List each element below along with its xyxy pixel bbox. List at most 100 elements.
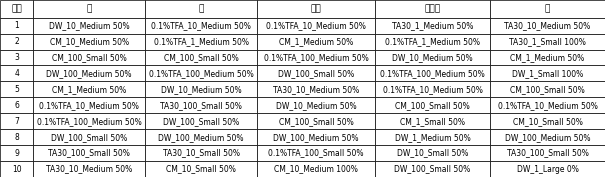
Bar: [0, 129, 33, 145]
Bar: [257, 65, 375, 81]
Bar: [33, 113, 145, 129]
Bar: [0, 113, 33, 129]
Bar: [145, 97, 257, 113]
Bar: [257, 129, 375, 145]
Text: 0.1%TFA_100_Medium 50%: 0.1%TFA_100_Medium 50%: [264, 53, 368, 62]
Text: DW_100_Medium 50%: DW_100_Medium 50%: [159, 133, 244, 142]
Bar: [490, 97, 605, 113]
Text: 0.1%TFA_10_Medium 50%: 0.1%TFA_10_Medium 50%: [382, 85, 483, 94]
Text: 0.1%TFA_100_Medium 50%: 0.1%TFA_100_Medium 50%: [149, 69, 253, 78]
Text: 옥수수: 옥수수: [425, 4, 440, 13]
Bar: [490, 0, 605, 18]
Text: TA30_10_Medium 50%: TA30_10_Medium 50%: [273, 85, 359, 94]
Text: CM_1_Medium 50%: CM_1_Medium 50%: [279, 37, 353, 46]
Bar: [145, 81, 257, 97]
Text: 0.1%TFA_100_Medium 50%: 0.1%TFA_100_Medium 50%: [380, 69, 485, 78]
Bar: [490, 113, 605, 129]
Text: DW_1_Small 100%: DW_1_Small 100%: [512, 69, 583, 78]
Text: CM_1_Medium 50%: CM_1_Medium 50%: [511, 53, 584, 62]
Text: 2: 2: [15, 37, 19, 46]
Bar: [375, 161, 490, 177]
Text: CM_100_Small 50%: CM_100_Small 50%: [510, 85, 585, 94]
Bar: [145, 65, 257, 81]
Text: DW_100_Small 50%: DW_100_Small 50%: [51, 133, 128, 142]
Bar: [375, 50, 490, 65]
Bar: [33, 161, 145, 177]
Bar: [33, 50, 145, 65]
Text: 10: 10: [12, 165, 21, 173]
Text: DW_100_Medium 50%: DW_100_Medium 50%: [505, 133, 590, 142]
Bar: [375, 129, 490, 145]
Bar: [257, 113, 375, 129]
Bar: [33, 18, 145, 34]
Text: 벼: 벼: [198, 4, 204, 13]
Bar: [33, 145, 145, 161]
Text: CM_10_Medium 100%: CM_10_Medium 100%: [274, 165, 358, 173]
Bar: [33, 129, 145, 145]
Text: DW_10_Small 50%: DW_10_Small 50%: [397, 149, 468, 158]
Bar: [375, 0, 490, 18]
Text: 6: 6: [14, 101, 19, 110]
Text: TA30_1_Small 100%: TA30_1_Small 100%: [509, 37, 586, 46]
Bar: [145, 18, 257, 34]
Bar: [375, 97, 490, 113]
Text: 0.1%TFA_100_Small 50%: 0.1%TFA_100_Small 50%: [269, 149, 364, 158]
Text: DW_100_Medium 50%: DW_100_Medium 50%: [47, 69, 132, 78]
Text: 0.1%TFA_10_Medium 50%: 0.1%TFA_10_Medium 50%: [39, 101, 139, 110]
Text: TA30_10_Medium 50%: TA30_10_Medium 50%: [505, 21, 590, 30]
Text: 0.1%TFA_10_Medium 50%: 0.1%TFA_10_Medium 50%: [151, 21, 251, 30]
Bar: [257, 50, 375, 65]
Bar: [0, 34, 33, 50]
Bar: [375, 113, 490, 129]
Text: 0.1%TFA_10_Medium 50%: 0.1%TFA_10_Medium 50%: [266, 21, 366, 30]
Bar: [490, 81, 605, 97]
Bar: [0, 50, 33, 65]
Text: DW_10_Medium 50%: DW_10_Medium 50%: [392, 53, 473, 62]
Text: DW_10_Medium 50%: DW_10_Medium 50%: [276, 101, 356, 110]
Bar: [33, 34, 145, 50]
Bar: [33, 81, 145, 97]
Bar: [490, 50, 605, 65]
Bar: [257, 34, 375, 50]
Bar: [490, 34, 605, 50]
Bar: [490, 161, 605, 177]
Bar: [0, 81, 33, 97]
Text: 4: 4: [14, 69, 19, 78]
Bar: [375, 65, 490, 81]
Bar: [33, 97, 145, 113]
Text: 1: 1: [15, 21, 19, 30]
Text: 보리: 보리: [311, 4, 321, 13]
Bar: [375, 145, 490, 161]
Bar: [145, 129, 257, 145]
Bar: [257, 97, 375, 113]
Bar: [145, 50, 257, 65]
Text: DW_100_Small 50%: DW_100_Small 50%: [394, 165, 471, 173]
Text: DW_1_Medium 50%: DW_1_Medium 50%: [394, 133, 471, 142]
Text: CM_10_Small 50%: CM_10_Small 50%: [166, 165, 236, 173]
Text: CM_100_Small 50%: CM_100_Small 50%: [52, 53, 126, 62]
Bar: [257, 81, 375, 97]
Text: CM_1_Small 50%: CM_1_Small 50%: [400, 117, 465, 126]
Bar: [145, 113, 257, 129]
Text: CM_100_Small 50%: CM_100_Small 50%: [164, 53, 238, 62]
Text: 8: 8: [15, 133, 19, 142]
Text: TA30_100_Small 50%: TA30_100_Small 50%: [160, 101, 242, 110]
Text: DW_100_Medium 50%: DW_100_Medium 50%: [273, 133, 359, 142]
Bar: [490, 129, 605, 145]
Bar: [490, 65, 605, 81]
Bar: [0, 18, 33, 34]
Text: 밀: 밀: [87, 4, 92, 13]
Bar: [257, 161, 375, 177]
Text: TA30_1_Medium 50%: TA30_1_Medium 50%: [392, 21, 473, 30]
Text: TA30_100_Small 50%: TA30_100_Small 50%: [48, 149, 130, 158]
Bar: [33, 0, 145, 18]
Bar: [0, 97, 33, 113]
Text: 0.1%TFA_1_Medium 50%: 0.1%TFA_1_Medium 50%: [154, 37, 249, 46]
Bar: [0, 0, 33, 18]
Text: 순위: 순위: [11, 4, 22, 13]
Text: CM_100_Small 50%: CM_100_Small 50%: [279, 117, 353, 126]
Text: DW_100_Small 50%: DW_100_Small 50%: [278, 69, 355, 78]
Text: TA30_10_Small 50%: TA30_10_Small 50%: [163, 149, 240, 158]
Text: TA30_100_Small 50%: TA30_100_Small 50%: [506, 149, 589, 158]
Bar: [490, 145, 605, 161]
